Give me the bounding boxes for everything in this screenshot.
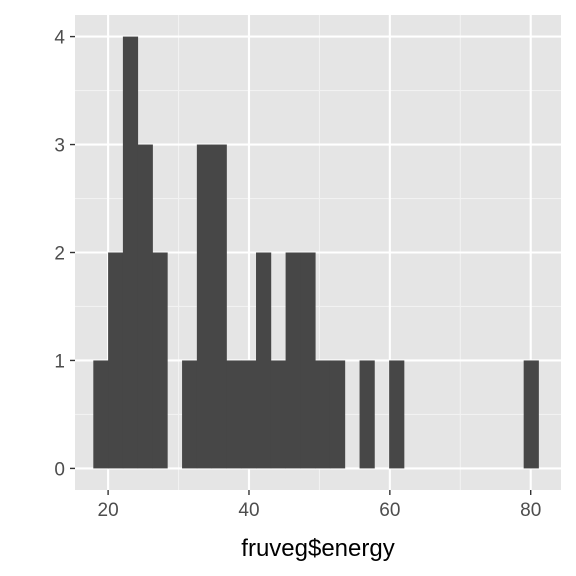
histogram-bar	[389, 360, 405, 469]
histogram-bar	[93, 360, 109, 469]
histogram-bar	[315, 360, 331, 469]
histogram-bar	[329, 360, 346, 469]
histogram-bars	[93, 36, 539, 469]
histogram-bar	[256, 252, 272, 469]
histogram-bar	[137, 144, 153, 469]
x-tick-label: 80	[520, 500, 541, 521]
histogram-bar	[182, 360, 198, 469]
histogram-bar	[152, 252, 168, 469]
x-axis-title: fruveg$energy	[241, 535, 394, 562]
y-tick-label: 0	[54, 459, 65, 480]
histogram-bar	[300, 252, 316, 469]
histogram-bar	[241, 360, 257, 469]
x-tick-label: 40	[238, 500, 259, 521]
y-tick-label: 4	[54, 28, 65, 49]
y-axis: 0 1 2 3 4	[54, 28, 75, 480]
x-axis: 20 40 60 80	[98, 490, 541, 521]
histogram-bar	[108, 252, 124, 469]
x-tick-label: 60	[379, 500, 400, 521]
histogram-bar	[270, 360, 286, 469]
y-tick-label: 3	[54, 136, 65, 157]
histogram-bar	[122, 36, 139, 469]
y-tick-label: 1	[54, 351, 65, 372]
y-tick-label: 2	[54, 244, 65, 265]
x-tick-label: 20	[98, 500, 119, 521]
histogram-bar	[523, 360, 539, 469]
histogram-bar	[211, 144, 227, 469]
histogram-bar	[359, 360, 375, 469]
histogram-bar	[285, 252, 301, 469]
histogram-bar	[226, 360, 242, 469]
histogram-bar	[196, 144, 213, 469]
